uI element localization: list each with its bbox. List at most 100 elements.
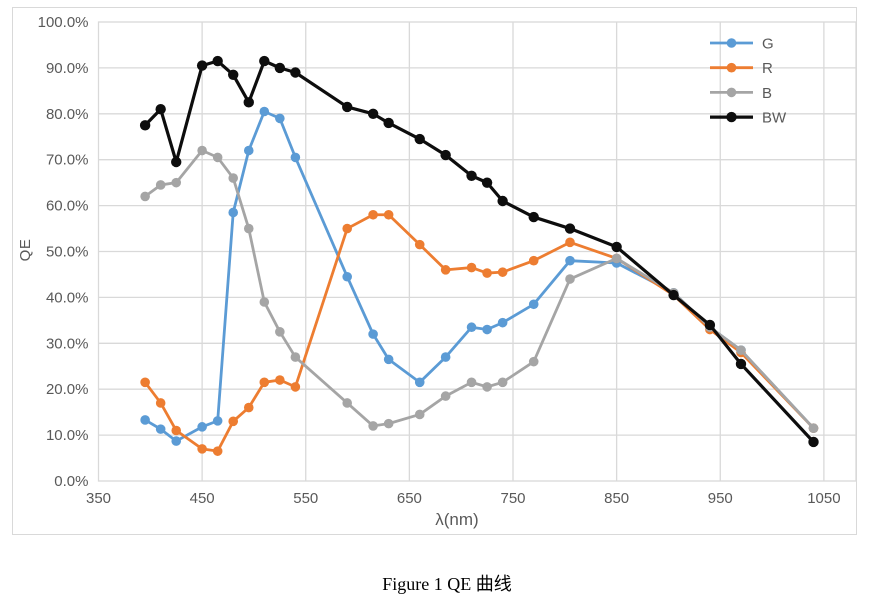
series-marker-R (275, 375, 285, 385)
series-line-B (143, 149, 815, 430)
series-marker-G (290, 152, 301, 163)
series-marker-BW (274, 62, 286, 74)
series-marker-G (155, 424, 166, 434)
series-marker-G (212, 416, 223, 426)
x-tick-label: 950 (708, 490, 733, 507)
x-tick-label: 850 (604, 490, 629, 507)
legend-label-B: B (762, 85, 772, 102)
series-marker-G (140, 415, 150, 425)
series-marker-G (342, 271, 353, 282)
series-marker-BW (704, 319, 716, 331)
series-marker-B (171, 177, 182, 188)
legend-swatch-marker-BW (726, 111, 737, 123)
series-marker-BW (196, 60, 208, 71)
series-marker-B (342, 398, 353, 408)
series-marker-B (155, 180, 166, 190)
series-marker-B (808, 423, 819, 434)
y-tick-label: 0.0% (54, 473, 88, 490)
legend-label-G: G (762, 36, 774, 53)
series-marker-BW (497, 195, 508, 207)
series-marker-R (155, 398, 166, 408)
series-marker-B (259, 297, 270, 307)
series-marker-BW (414, 133, 425, 145)
series-marker-BW (228, 69, 239, 80)
series-line-G (143, 110, 815, 443)
series-marker-G (414, 377, 425, 388)
series-marker-R (528, 255, 539, 266)
series-marker-BW (481, 177, 493, 188)
series-marker-BW (611, 241, 622, 253)
series-marker-B (528, 356, 539, 367)
series-marker-G (383, 354, 394, 365)
series-marker-BW (171, 156, 182, 168)
series-marker-R (440, 265, 451, 275)
series-marker-G (171, 436, 182, 446)
series-marker-B (440, 391, 451, 401)
series-marker-R (243, 402, 254, 413)
series-marker-G (482, 324, 492, 335)
y-tick-label: 70.0% (46, 152, 89, 169)
series-marker-R (197, 444, 207, 454)
y-tick-label: 30.0% (46, 335, 89, 352)
series-marker-B (466, 377, 477, 388)
series-marker-R (414, 239, 425, 250)
series-marker-R (368, 209, 378, 220)
x-axis-title: λ(nm) (435, 510, 479, 529)
series-marker-B (275, 327, 285, 337)
series-marker-R (565, 237, 575, 248)
series-marker-BW (668, 289, 679, 301)
series-marker-G (466, 322, 477, 333)
series-marker-BW (243, 97, 254, 108)
series-marker-B (140, 191, 150, 202)
series-marker-BW (212, 55, 223, 67)
series-marker-BW (564, 223, 576, 234)
x-tick-label: 1050 (807, 490, 840, 507)
y-tick-label: 90.0% (46, 60, 89, 77)
series-marker-BW (735, 358, 747, 370)
y-tick-label: 20.0% (46, 381, 89, 398)
series-marker-BW (466, 170, 477, 181)
series-marker-R (228, 416, 239, 427)
series-marker-BW (367, 108, 379, 120)
figure-caption: Figure 1 QE 曲线 (382, 574, 512, 594)
series-marker-R (497, 267, 508, 277)
series-marker-B (736, 345, 746, 355)
series-marker-G (368, 329, 378, 339)
series-marker-R (383, 209, 394, 220)
series-marker-R (140, 377, 150, 388)
series-marker-R (482, 268, 492, 278)
series-marker-B (611, 253, 622, 264)
y-tick-label: 80.0% (46, 106, 89, 123)
series-marker-R (342, 223, 353, 234)
series-marker-BW (440, 149, 451, 161)
series-marker-BW (290, 67, 301, 78)
series-marker-B (368, 421, 378, 431)
series-marker-G (565, 255, 575, 266)
x-tick-label: 550 (293, 490, 318, 507)
series-marker-G (275, 113, 285, 124)
series-marker-G (259, 106, 270, 117)
series-marker-B (565, 274, 575, 284)
x-tick-label: 650 (397, 490, 422, 507)
series-marker-G (228, 207, 239, 218)
series-marker-G (440, 352, 451, 362)
series-marker-BW (259, 55, 270, 67)
series-marker-B (243, 223, 254, 234)
series-marker-R (212, 446, 223, 456)
series-marker-R (259, 377, 270, 388)
series-marker-B (497, 377, 508, 388)
series-marker-B (212, 152, 223, 163)
qe-chart-frame (12, 7, 857, 535)
legend-swatch-marker-R (726, 62, 737, 73)
series-marker-G (243, 145, 254, 156)
y-tick-label: 60.0% (46, 198, 89, 215)
series-marker-BW (808, 436, 819, 448)
series-marker-B (482, 382, 492, 392)
y-axis-title: QE (17, 238, 34, 262)
series-marker-BW (342, 101, 353, 113)
x-tick-label: 750 (500, 490, 525, 507)
legend-label-BW: BW (762, 110, 787, 127)
series-marker-BW (383, 117, 394, 129)
series-marker-B (383, 418, 394, 429)
